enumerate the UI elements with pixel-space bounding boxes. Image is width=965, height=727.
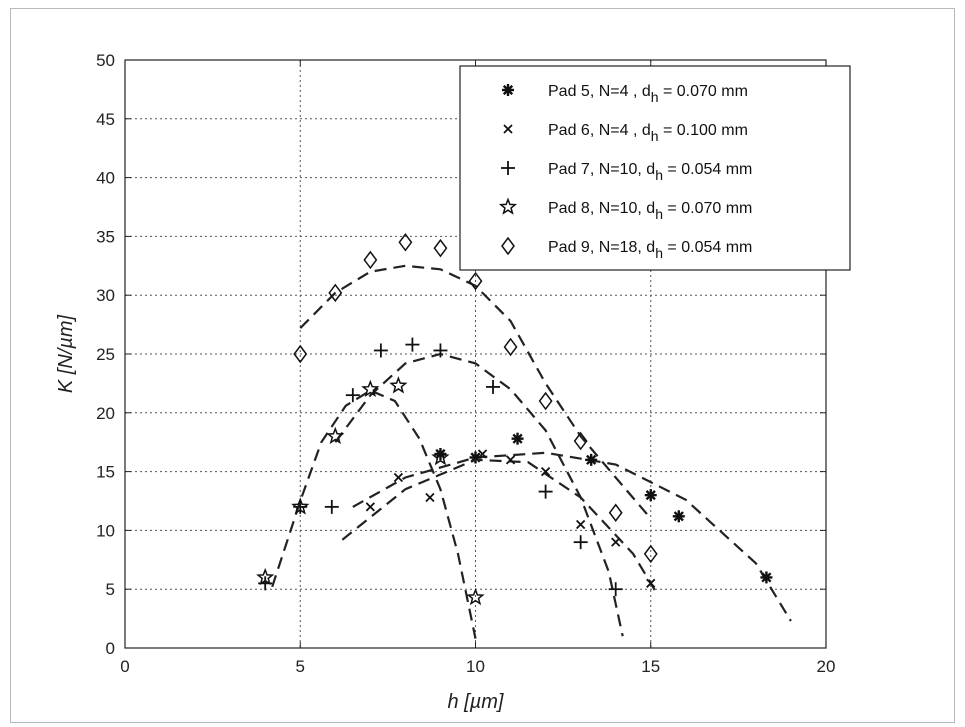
- x-tick-label: 20: [817, 657, 836, 676]
- fit-curve-pad-9: [299, 264, 652, 520]
- data-point: [256, 567, 275, 586]
- legend-entry-pad-6: Pad 6, N=4 , dh = 0.100 mm: [548, 122, 748, 144]
- data-point: [291, 497, 310, 515]
- legend-marker: [501, 161, 515, 175]
- y-tick-label: 15: [96, 463, 115, 482]
- legend-entry-pad-9: Pad 9, N=18, dh = 0.054 mm: [548, 239, 752, 261]
- legend-marker: [501, 236, 515, 256]
- data-point: [389, 376, 408, 394]
- data-point: [466, 587, 485, 606]
- y-tick-label: 40: [96, 169, 115, 188]
- x-tick-label: 15: [641, 657, 660, 676]
- data-point: [486, 379, 501, 394]
- data-point: [573, 431, 588, 451]
- data-point: [324, 499, 339, 514]
- data-point: [345, 388, 360, 403]
- y-tick-label: 0: [106, 639, 115, 658]
- y-tick-label: 5: [106, 580, 115, 599]
- x-tick-label: 5: [296, 657, 305, 676]
- data-point: [538, 391, 553, 411]
- x-axis-label: h [µm]: [448, 691, 504, 713]
- y-tick-label: 25: [96, 345, 115, 364]
- data-point: [393, 472, 404, 483]
- data-point: [643, 544, 658, 564]
- series-pad-9-points: [293, 233, 658, 564]
- legend-marker: [498, 197, 518, 215]
- y-tick-label: 35: [96, 227, 115, 246]
- data-point: [540, 466, 551, 477]
- data-point: [644, 489, 657, 502]
- y-tick-label: 20: [96, 404, 115, 423]
- y-axis-label: K [N/µm]: [55, 314, 77, 393]
- legend-marker: [503, 124, 513, 134]
- data-point: [293, 344, 308, 364]
- series-pad-8-points: [256, 376, 485, 606]
- data-point: [468, 271, 483, 291]
- legend-box: [459, 65, 851, 271]
- data-point: [576, 519, 586, 530]
- y-tick-label: 50: [96, 51, 115, 70]
- data-point: [405, 337, 420, 352]
- data-point: [505, 455, 516, 465]
- data-point: [328, 283, 343, 303]
- data-point: [373, 343, 388, 358]
- data-point: [326, 426, 345, 445]
- data-point: [361, 379, 380, 398]
- series-pad-6-points: [365, 449, 656, 588]
- data-point: [511, 432, 524, 445]
- data-point: [760, 571, 773, 584]
- fit-curve-pad-7: [334, 352, 624, 637]
- data-point: [363, 250, 378, 270]
- data-point: [611, 537, 621, 547]
- data-point: [431, 447, 450, 466]
- y-tick-label: 10: [96, 521, 115, 540]
- series-pad-7-points: [258, 337, 623, 597]
- data-point: [425, 492, 435, 503]
- y-tick-label: 30: [96, 286, 115, 305]
- data-point: [503, 337, 518, 357]
- legend-entry-pad-7: Pad 7, N=10, dh = 0.054 mm: [548, 161, 752, 183]
- data-point: [433, 238, 448, 258]
- data-point: [646, 578, 656, 588]
- data-point: [672, 510, 685, 523]
- data-point: [365, 502, 375, 512]
- data-point: [433, 343, 448, 358]
- data-point: [477, 449, 488, 459]
- data-point: [608, 582, 623, 597]
- fit-curve-pad-8: [271, 389, 477, 639]
- x-tick-label: 10: [466, 657, 485, 676]
- data-point: [608, 503, 623, 523]
- data-point: [538, 484, 553, 499]
- legend-entry-pad-8: Pad 8, N=10, dh = 0.070 mm: [548, 200, 752, 222]
- data-point: [573, 535, 588, 550]
- legend-marker: [502, 84, 514, 96]
- legend: Pad 5, N=4 , dh = 0.070 mm Pad 6, N=4 , d…: [459, 65, 851, 271]
- legend-entry-pad-5: Pad 5, N=4 , dh = 0.070 mm: [548, 83, 748, 105]
- fit-curve-pad-6: [341, 458, 659, 596]
- y-tick-label: 45: [96, 110, 115, 129]
- figure-frame: [10, 8, 955, 723]
- x-tick-label: 0: [120, 657, 129, 676]
- data-point: [585, 453, 598, 466]
- fit-curve-pad-5: [352, 451, 792, 622]
- data-point: [398, 233, 413, 252]
